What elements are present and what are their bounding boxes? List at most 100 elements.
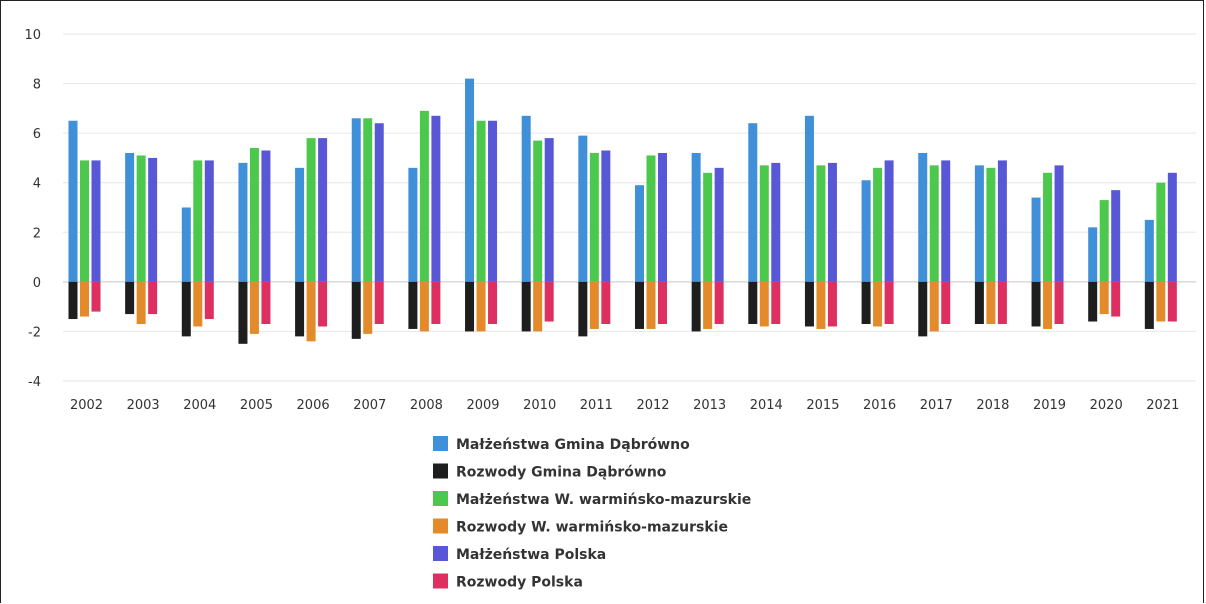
legend-item[interactable]: Małżeństwa Polska xyxy=(433,546,606,563)
bar-ma-e-stwa-w-warmi-sko-mazurskie-2008 xyxy=(419,110,429,282)
bar-ma-e-stwa-w-warmi-sko-mazurskie-2018 xyxy=(986,167,996,282)
bar-rozwody-polska-2015 xyxy=(827,281,837,327)
x-tick-label: 2002 xyxy=(70,398,103,413)
x-tick-label: 2011 xyxy=(580,398,613,413)
bar-rozwody-w-warmi-sko-mazurskie-2010 xyxy=(533,281,543,332)
x-tick-label: 2006 xyxy=(297,398,330,413)
bar-rozwody-gmina-d-br-wno-2007 xyxy=(351,281,361,339)
legend-swatch xyxy=(433,546,448,561)
bar-ma-e-stwa-gmina-d-br-wno-2013 xyxy=(691,152,701,282)
bar-ma-e-stwa-w-warmi-sko-mazurskie-2009 xyxy=(476,120,486,282)
bar-rozwody-polska-2008 xyxy=(431,281,441,324)
legend-swatch xyxy=(433,518,448,534)
bar-ma-e-stwa-w-warmi-sko-mazurskie-2011 xyxy=(589,152,599,282)
bar-ma-e-stwa-w-warmi-sko-mazurskie-2007 xyxy=(363,118,373,282)
bar-rozwody-w-warmi-sko-mazurskie-2002 xyxy=(79,281,89,317)
bar-rozwody-polska-2021 xyxy=(1167,281,1177,322)
bar-rozwody-gmina-d-br-wno-2013 xyxy=(691,281,701,332)
grid-lines xyxy=(63,33,1196,382)
bar-ma-e-stwa-gmina-d-br-wno-2019 xyxy=(1031,197,1041,282)
bar-ma-e-stwa-w-warmi-sko-mazurskie-2017 xyxy=(929,165,939,282)
legend-swatch xyxy=(433,491,448,506)
bar-ma-e-stwa-gmina-d-br-wno-2012 xyxy=(634,185,644,282)
bar-rozwody-gmina-d-br-wno-2020 xyxy=(1088,281,1098,322)
bar-rozwody-gmina-d-br-wno-2005 xyxy=(238,281,248,344)
bar-rozwody-polska-2002 xyxy=(91,281,101,312)
x-tick-label: 2019 xyxy=(1033,398,1066,413)
bar-ma-e-stwa-w-warmi-sko-mazurskie-2010 xyxy=(533,140,543,282)
bar-rozwody-polska-2012 xyxy=(657,281,667,324)
legend-item[interactable]: Rozwody Polska xyxy=(433,573,583,591)
legend-label: Rozwody Gmina Dąbrówno xyxy=(456,465,667,481)
x-tick-label: 2021 xyxy=(1146,398,1179,413)
bar-ma-e-stwa-polska-2014 xyxy=(771,162,781,282)
bar-ma-e-stwa-w-warmi-sko-mazurskie-2014 xyxy=(759,165,769,282)
x-tick-label: 2009 xyxy=(466,398,499,413)
bar-ma-e-stwa-gmina-d-br-wno-2008 xyxy=(408,167,418,282)
bar-ma-e-stwa-gmina-d-br-wno-2009 xyxy=(465,78,475,282)
legend-label: Małżeństwa W. warmińsko-mazurskie xyxy=(456,492,751,508)
bar-rozwody-gmina-d-br-wno-2019 xyxy=(1031,281,1041,327)
legend-item[interactable]: Rozwody Gmina Dąbrówno xyxy=(433,463,667,481)
bar-ma-e-stwa-w-warmi-sko-mazurskie-2020 xyxy=(1099,200,1109,282)
legend-item[interactable]: Małżeństwa W. warmińsko-mazurskie xyxy=(433,491,751,508)
legend: Małżeństwa Gmina Dąbrówno Rozwody Gmina D… xyxy=(433,436,751,591)
bar-ma-e-stwa-gmina-d-br-wno-2018 xyxy=(974,165,984,282)
x-tick-label: 2008 xyxy=(410,398,443,413)
bar-ma-e-stwa-polska-2020 xyxy=(1111,190,1121,282)
bar-ma-e-stwa-polska-2004 xyxy=(204,160,214,282)
legend-swatch xyxy=(433,463,448,479)
x-axis-ticks: 2002 2003 2004 2005 2006 2007 2008 2009 2010 2011… xyxy=(70,398,1179,413)
bar-ma-e-stwa-gmina-d-br-wno-2004 xyxy=(181,207,191,282)
y-tick-label: 10 xyxy=(24,28,41,43)
bar-rozwody-polska-2011 xyxy=(601,281,611,324)
bar-rozwody-gmina-d-br-wno-2008 xyxy=(408,281,418,329)
legend-label: Rozwody W. warmińsko-mazurskie xyxy=(456,520,728,536)
bar-ma-e-stwa-gmina-d-br-wno-2014 xyxy=(748,123,758,282)
legend-item[interactable]: Rozwody W. warmińsko-mazurskie xyxy=(433,518,728,536)
x-tick-label: 2007 xyxy=(353,398,386,413)
x-tick-label: 2017 xyxy=(920,398,953,413)
bar-rozwody-polska-2014 xyxy=(771,281,781,324)
bar-ma-e-stwa-polska-2016 xyxy=(884,160,894,282)
y-axis-ticks: 10 8 6 4 2 0 -2 -4 xyxy=(24,28,41,390)
bar-rozwody-gmina-d-br-wno-2021 xyxy=(1144,281,1154,329)
bar-ma-e-stwa-polska-2009 xyxy=(488,120,498,282)
bar-ma-e-stwa-gmina-d-br-wno-2002 xyxy=(68,120,78,282)
bar-rozwody-w-warmi-sko-mazurskie-2018 xyxy=(986,281,996,324)
bar-rozwody-gmina-d-br-wno-2006 xyxy=(295,281,305,337)
x-tick-label: 2014 xyxy=(750,398,783,413)
bar-ma-e-stwa-gmina-d-br-wno-2015 xyxy=(804,115,814,282)
bar-ma-e-stwa-polska-2005 xyxy=(261,150,271,282)
bar-ma-e-stwa-polska-2012 xyxy=(657,152,667,282)
y-tick-label: -4 xyxy=(28,375,41,390)
legend-label: Małżeństwa Polska xyxy=(456,547,606,563)
x-tick-label: 2012 xyxy=(636,398,669,413)
bar-ma-e-stwa-polska-2007 xyxy=(374,123,384,282)
bar-ma-e-stwa-w-warmi-sko-mazurskie-2013 xyxy=(703,172,713,282)
bar-rozwody-polska-2006 xyxy=(318,281,328,327)
bar-rozwody-w-warmi-sko-mazurskie-2009 xyxy=(476,281,486,332)
bar-ma-e-stwa-polska-2018 xyxy=(997,160,1007,282)
bar-rozwody-w-warmi-sko-mazurskie-2020 xyxy=(1099,281,1109,315)
bar-ma-e-stwa-w-warmi-sko-mazurskie-2002 xyxy=(79,160,89,282)
bar-ma-e-stwa-w-warmi-sko-mazurskie-2016 xyxy=(873,167,883,282)
bar-rozwody-gmina-d-br-wno-2017 xyxy=(918,281,928,337)
bar-ma-e-stwa-gmina-d-br-wno-2005 xyxy=(238,162,248,282)
bar-ma-e-stwa-polska-2013 xyxy=(714,167,724,282)
bar-rozwody-gmina-d-br-wno-2004 xyxy=(181,281,191,337)
legend-swatch xyxy=(433,573,448,589)
bar-ma-e-stwa-gmina-d-br-wno-2003 xyxy=(125,152,135,282)
bar-rozwody-gmina-d-br-wno-2016 xyxy=(861,281,871,324)
legend-item[interactable]: Małżeństwa Gmina Dąbrówno xyxy=(433,436,690,453)
bar-rozwody-gmina-d-br-wno-2010 xyxy=(521,281,531,332)
bar-ma-e-stwa-w-warmi-sko-mazurskie-2004 xyxy=(193,160,203,282)
bar-ma-e-stwa-w-warmi-sko-mazurskie-2012 xyxy=(646,155,656,282)
bar-ma-e-stwa-w-warmi-sko-mazurskie-2019 xyxy=(1043,172,1053,282)
bar-ma-e-stwa-polska-2021 xyxy=(1167,172,1177,282)
bar-rozwody-polska-2003 xyxy=(148,281,158,315)
bar-rozwody-w-warmi-sko-mazurskie-2003 xyxy=(136,281,146,324)
bar-rozwody-w-warmi-sko-mazurskie-2006 xyxy=(306,281,316,342)
bar-rozwody-polska-2007 xyxy=(374,281,384,324)
